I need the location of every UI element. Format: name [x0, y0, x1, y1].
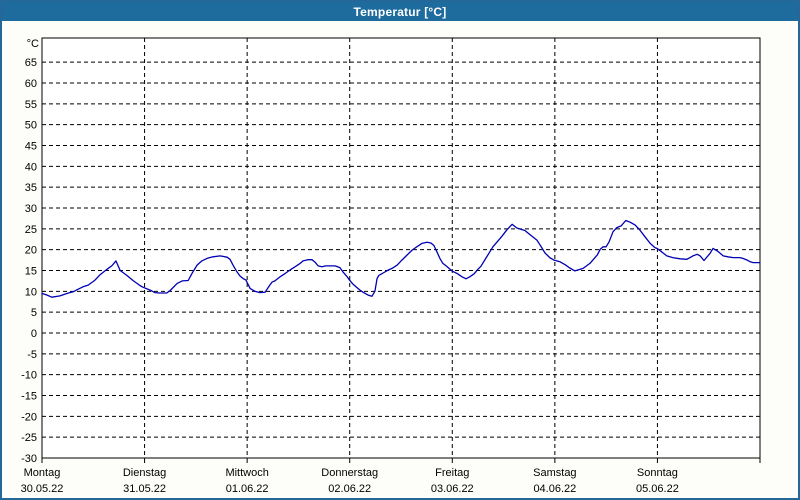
y-tick-label: -10	[21, 370, 37, 382]
plot-border	[41, 37, 761, 459]
window-titlebar: Temperatur [°C]	[2, 2, 798, 21]
y-tick-label: -25	[21, 432, 37, 444]
x-day-label: Sonntag	[637, 467, 678, 479]
window-title: Temperatur [°C]	[353, 4, 447, 19]
y-unit-label: °C	[27, 38, 39, 50]
y-tick-label: 50	[25, 120, 37, 132]
y-tick-label: 65	[25, 57, 37, 69]
y-tick-label: 25	[25, 224, 37, 236]
x-day-label: Dienstag	[123, 467, 166, 479]
x-date-label: 02.06.22	[328, 483, 371, 495]
x-day-label: Mittwoch	[225, 467, 268, 479]
y-tick-label: 35	[25, 182, 37, 194]
x-date-label: 05.06.22	[636, 483, 679, 495]
x-date-label: 04.06.22	[533, 483, 576, 495]
x-day-label: Samstag	[533, 467, 576, 479]
y-tick-label: 55	[25, 99, 37, 111]
x-day-label: Montag	[24, 467, 61, 479]
y-tick-label: 60	[25, 78, 37, 90]
y-tick-label: -30	[21, 453, 37, 465]
y-tick-label: 45	[25, 141, 37, 153]
y-tick-label: 30	[25, 203, 37, 215]
y-tick-label: 5	[31, 307, 37, 319]
y-tick-label: 40	[25, 161, 37, 173]
y-tick-label: -20	[21, 411, 37, 423]
temperature-line	[41, 219, 761, 298]
y-tick-label: 20	[25, 245, 37, 257]
x-date-label: 31.05.22	[123, 483, 166, 495]
y-tick-label: -5	[27, 349, 37, 361]
y-tick-label: -15	[21, 391, 37, 403]
y-tick-label: 15	[25, 266, 37, 278]
y-tick-label: 10	[25, 286, 37, 298]
x-day-label: Donnerstag	[321, 467, 378, 479]
x-day-label: Freitag	[435, 467, 469, 479]
x-date-label: 03.06.22	[431, 483, 474, 495]
x-date-label: 30.05.22	[21, 483, 64, 495]
y-tick-label: 0	[31, 328, 37, 340]
x-date-label: 01.06.22	[226, 483, 269, 495]
